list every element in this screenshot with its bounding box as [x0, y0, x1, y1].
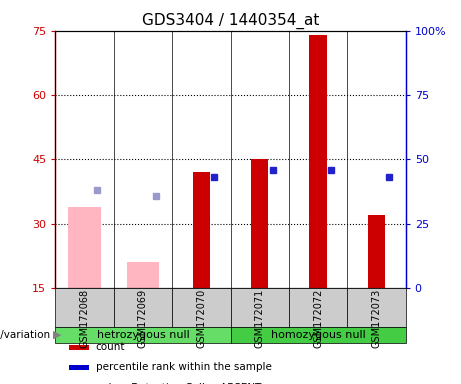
Title: GDS3404 / 1440354_at: GDS3404 / 1440354_at: [142, 13, 319, 29]
Text: GSM172070: GSM172070: [196, 289, 207, 348]
Text: count: count: [95, 342, 125, 352]
Bar: [368, 215, 385, 288]
Text: GSM172068: GSM172068: [79, 289, 89, 348]
Bar: [309, 35, 327, 288]
Bar: [230, 327, 406, 343]
Bar: [55, 327, 230, 343]
Text: GSM172072: GSM172072: [313, 289, 323, 349]
Bar: [172, 288, 230, 327]
Bar: [251, 159, 268, 288]
Text: percentile rank within the sample: percentile rank within the sample: [95, 362, 272, 372]
Bar: [69, 365, 89, 370]
Bar: [55, 288, 114, 327]
Text: GSM172069: GSM172069: [138, 289, 148, 348]
Bar: [230, 288, 289, 327]
Bar: [114, 288, 172, 327]
Text: homozygous null: homozygous null: [271, 330, 366, 340]
Bar: [127, 262, 159, 288]
Text: genotype/variation: genotype/variation: [0, 330, 51, 340]
Text: ▶: ▶: [53, 330, 61, 340]
Bar: [193, 172, 210, 288]
Text: value, Detection Call = ABSENT: value, Detection Call = ABSENT: [95, 382, 261, 384]
Bar: [69, 207, 100, 288]
Bar: [69, 344, 89, 349]
Text: hetrozygous null: hetrozygous null: [96, 330, 189, 340]
Text: GSM172073: GSM172073: [372, 289, 382, 348]
Bar: [289, 288, 347, 327]
Bar: [347, 288, 406, 327]
Text: GSM172071: GSM172071: [254, 289, 265, 348]
